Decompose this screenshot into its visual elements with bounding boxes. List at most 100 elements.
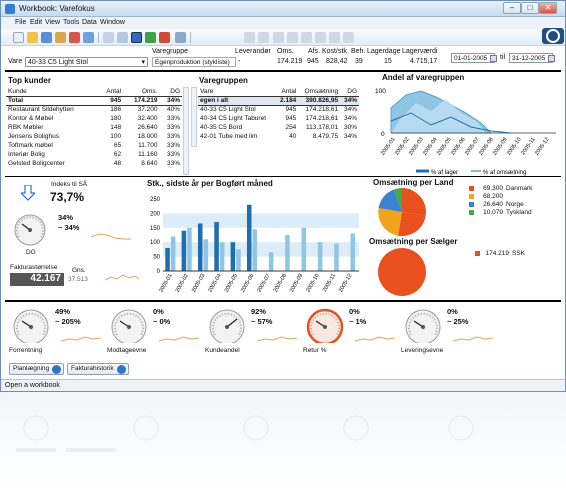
andel-title: Andel af varegruppen — [382, 73, 465, 82]
table-row[interactable]: 40-35 C5 Bord 254 113.178,01 30% — [198, 123, 359, 132]
table-row[interactable]: RBK Møbler 148 26.640 33% — [6, 123, 182, 132]
expand-icon[interactable] — [301, 32, 312, 43]
maximize-button[interactable]: □ — [521, 2, 539, 14]
table-row[interactable]: Toftmark møbel 65 11.700 33% — [6, 141, 182, 150]
arrow-right-icon — [116, 365, 126, 374]
bar[interactable] — [165, 247, 170, 271]
copy-icon[interactable] — [117, 32, 128, 43]
col-oms[interactable]: Oms. — [123, 87, 160, 97]
menu-view[interactable]: View — [45, 19, 61, 26]
table-row[interactable]: egen i alt 2.184 390.826,95 34% — [198, 96, 359, 106]
kpi-gauge-retur-[interactable]: 0% ~ 1% Retur % — [303, 307, 399, 361]
col-dg[interactable]: DG — [159, 87, 182, 97]
legend-item: 10.079 Tyskland — [469, 209, 532, 217]
scrollbar[interactable] — [191, 87, 197, 147]
menu-file[interactable]: File — [15, 19, 27, 26]
cell: 33% — [166, 115, 180, 122]
kpi-gauge-forrentning[interactable]: 49% ~ 205% Forrentning — [9, 307, 105, 361]
kpi-gauge-modtageevne[interactable]: 0% ~ 0% Modtageevne — [107, 307, 203, 361]
bar[interactable] — [236, 249, 241, 271]
refresh-icon[interactable] — [145, 32, 156, 43]
bar[interactable] — [230, 242, 236, 271]
table-row[interactable]: Jensens Bolighus 100 18.000 33% — [6, 132, 182, 141]
scrollbar[interactable] — [183, 87, 189, 175]
fakturahistorik-button[interactable]: Fakturahistorik — [67, 363, 129, 375]
x-tick-label: 2005-03 — [191, 273, 206, 293]
col-dg[interactable]: DG — [340, 87, 359, 97]
sort-descending-icon[interactable] — [258, 32, 269, 43]
cell: 945 — [98, 96, 124, 106]
table-row[interactable]: 40-33 C5 Light Stol 945 174.218,61 34% — [198, 105, 359, 114]
cell: Jensens Bolighus — [8, 133, 59, 140]
save-icon[interactable] — [41, 32, 52, 43]
table-row[interactable]: Interiør Bolig 62 11.160 33% — [6, 150, 182, 159]
menu-tools[interactable]: Tools — [63, 19, 80, 26]
window-title: Workbook: Varefokus — [19, 4, 95, 13]
cell: 26.640 — [137, 124, 158, 131]
new-icon[interactable] — [13, 32, 24, 43]
col-vare[interactable]: Vare — [198, 87, 276, 97]
bar[interactable] — [197, 223, 203, 271]
bar[interactable] — [252, 229, 258, 271]
pdf-icon[interactable] — [69, 32, 80, 43]
table-row[interactable]: 40-34 C5 Light Taburet 945 174.218,61 34% — [198, 114, 359, 123]
collapse-icon[interactable] — [315, 32, 326, 43]
col-omsaetning[interactable]: Omsætning — [298, 87, 341, 97]
open-folder-icon[interactable] — [27, 32, 38, 43]
planlaegning-button[interactable]: Planlægning — [9, 363, 65, 375]
export-icon[interactable] — [83, 32, 94, 43]
bar[interactable] — [350, 233, 356, 271]
group-icon[interactable] — [287, 32, 298, 43]
calendar-icon[interactable] — [548, 55, 555, 62]
line-oms — [390, 112, 512, 134]
minimize-button[interactable]: – — [503, 2, 521, 14]
view-icon[interactable] — [131, 32, 142, 43]
kpi-gauge-kundeandel[interactable]: 92% ~ 57% Kundeandel — [205, 307, 301, 361]
gauge-label: Leveringsevne — [401, 347, 444, 354]
cell: 174.219 — [123, 96, 160, 106]
bar[interactable] — [170, 236, 176, 271]
bar[interactable] — [214, 222, 219, 271]
gauge-sparkline — [257, 336, 297, 342]
date-from-input[interactable]: 01-01-2005 — [451, 53, 495, 63]
date-to-input[interactable]: 31-12-2005 — [509, 53, 553, 63]
bar[interactable] — [187, 227, 192, 271]
arrow-right-icon — [52, 365, 62, 374]
stop-icon[interactable] — [159, 32, 170, 43]
gauge-pct: 0% — [349, 307, 360, 316]
bar[interactable] — [219, 242, 225, 271]
bar[interactable] — [268, 252, 274, 271]
print-icon[interactable] — [55, 32, 66, 43]
bar[interactable] — [246, 204, 252, 271]
col-kunde[interactable]: Kunde — [6, 87, 99, 97]
sort-ascending-icon[interactable] — [244, 32, 255, 43]
bar[interactable] — [317, 242, 323, 271]
table-row[interactable]: Gelsted Boligcenter 48 8.640 33% — [6, 159, 182, 168]
vare-dropdown[interactable]: 40-33 C5 Light Stol ▾ — [25, 57, 148, 67]
sum-icon[interactable] — [343, 32, 354, 43]
menu-edit[interactable]: Edit — [30, 19, 43, 26]
table-row[interactable]: Restaurant Sildehytten 186 37.200 40% — [6, 105, 182, 114]
area-oms — [391, 99, 486, 133]
table-row[interactable]: Kontor & Møbel 180 32.400 33% — [6, 114, 182, 123]
bar[interactable] — [334, 243, 339, 271]
pie-slice — [398, 212, 426, 236]
table-row[interactable]: 42-01 Tube med lim 40 8.479,75 34% — [198, 132, 359, 141]
legend-label: Norge — [506, 201, 524, 208]
cut-icon[interactable] — [103, 32, 114, 43]
chart-icon[interactable] — [329, 32, 340, 43]
bar[interactable] — [285, 235, 290, 271]
filter-down-icon[interactable] — [273, 32, 284, 43]
col-antal[interactable]: Antal — [98, 87, 124, 97]
kpi-gauge-leveringsevne[interactable]: 0% ~ 25% Leveringsevne — [401, 307, 497, 361]
col-antal[interactable]: Antal — [275, 87, 299, 97]
bar[interactable] — [203, 239, 209, 271]
filter-icon[interactable] — [175, 32, 186, 43]
bar[interactable] — [301, 227, 307, 271]
close-button[interactable]: ✕ — [539, 2, 557, 14]
menu-data[interactable]: Data — [82, 19, 97, 26]
land-pie — [378, 188, 426, 236]
calendar-icon[interactable] — [490, 55, 497, 62]
bar[interactable] — [181, 230, 187, 271]
menu-window[interactable]: Window — [100, 19, 125, 26]
